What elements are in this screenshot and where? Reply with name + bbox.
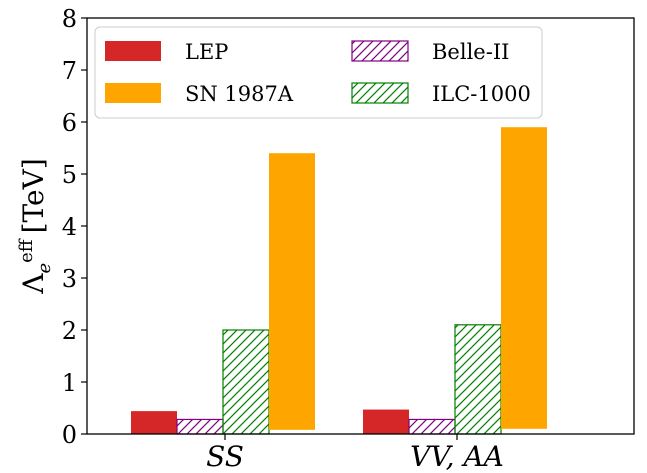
legend-swatch-belle-ii — [351, 40, 409, 62]
bars-layer — [131, 127, 547, 435]
legend-label-belle-ii: Belle-II — [432, 40, 509, 64]
bar-lep-vv-aa — [363, 409, 409, 434]
legend-swatch-sn-1987a — [105, 83, 161, 103]
bar-belle-ii-vv-aa — [408, 418, 456, 435]
y-axis-label: Λeeff [TeV] — [16, 158, 55, 294]
legend: LEP SN 1987A Belle-II ILC-1000 — [94, 26, 543, 119]
y-tick-label: 8 — [62, 5, 77, 33]
y-tick-label: 0 — [62, 421, 77, 449]
y-tick-label: 6 — [62, 109, 77, 137]
legend-swatch-ilc-1000 — [351, 82, 409, 104]
x-tick-label: SS — [206, 440, 244, 473]
y-axis-label-unit: [TeV] — [17, 158, 50, 233]
bar-lep-ss — [131, 411, 177, 434]
legend-label-ilc-1000: ILC-1000 — [432, 82, 531, 106]
y-tick-label: 3 — [62, 265, 77, 293]
bar-belle-ii-ss — [176, 418, 224, 435]
bar-sn-1987a-vv-aa — [501, 127, 547, 429]
y-tick-label: 1 — [62, 369, 77, 397]
y-tick-label: 4 — [62, 213, 77, 241]
plot-frame — [86, 17, 635, 435]
y-axis-label-subscript: e — [34, 263, 55, 274]
legend-label-lep: LEP — [185, 40, 228, 64]
y-axis-ticks: 0 1 2 3 4 5 6 7 8 — [62, 5, 87, 449]
y-axis-label-superscript: eff — [16, 238, 37, 263]
x-tick-label: VV, AA — [410, 440, 504, 473]
y-tick-label: 5 — [62, 161, 77, 189]
bar-ilc-1000-vv-aa — [454, 324, 502, 435]
x-axis-ticks: SS VV, AA — [206, 434, 504, 473]
legend-swatch-lep — [105, 41, 161, 61]
legend-label-sn-1987a: SN 1987A — [185, 82, 294, 106]
y-tick-label: 2 — [62, 317, 77, 345]
bar-ilc-1000-ss — [222, 329, 270, 435]
y-tick-label: 7 — [62, 57, 77, 85]
bar-sn-1987a-ss — [269, 153, 315, 430]
y-axis-label-symbol: Λ — [17, 273, 50, 295]
legend-box — [94, 26, 543, 119]
